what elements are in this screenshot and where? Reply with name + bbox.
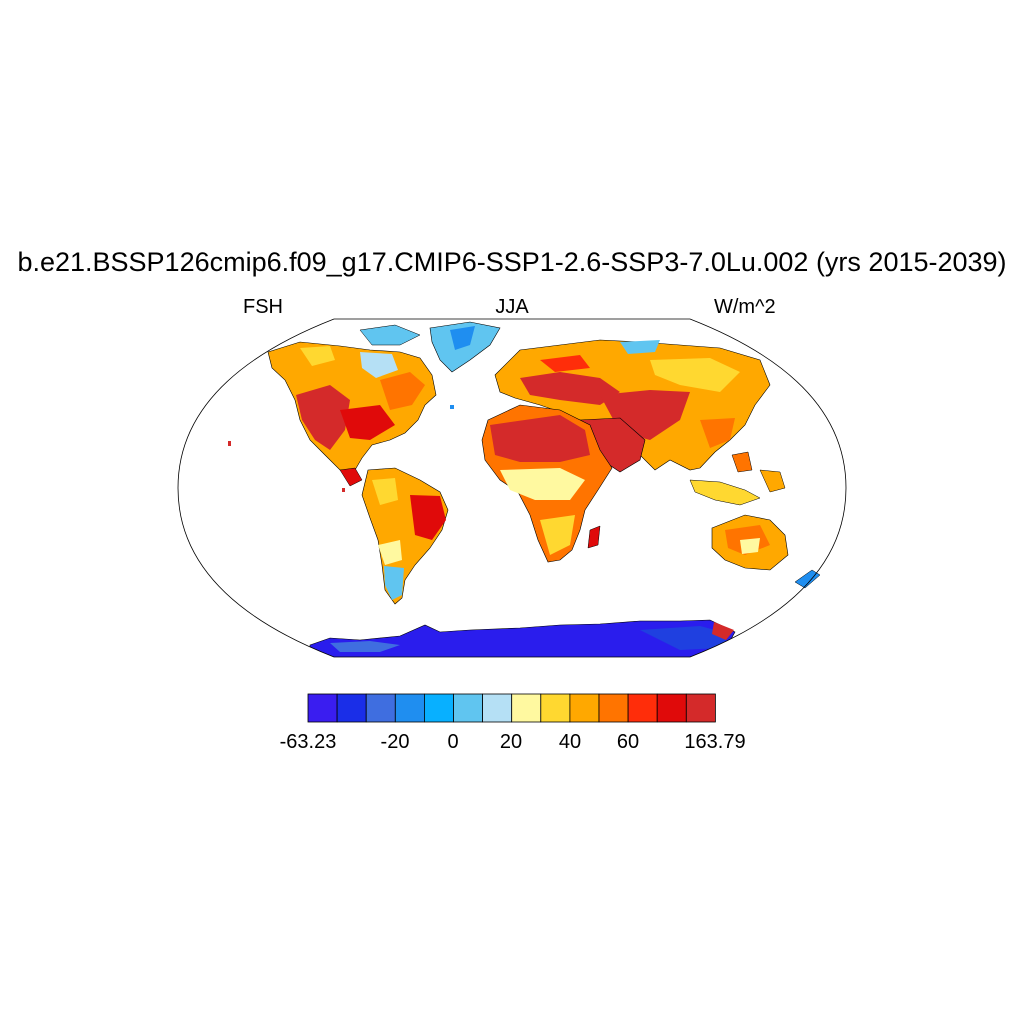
colorbar-swatch	[540, 693, 571, 723]
region-southeast-asia	[689, 451, 786, 506]
colorbar-swatch	[453, 693, 484, 723]
colorbar-tick-label: 40	[558, 731, 582, 753]
small-islands	[228, 405, 454, 492]
region-africa	[481, 404, 613, 563]
colorbar-swatch	[423, 693, 454, 723]
season-label: JJA	[495, 296, 529, 318]
map-boundary	[177, 318, 847, 658]
colorbar	[307, 693, 716, 723]
variable-label: FSH	[243, 296, 283, 318]
colorbar-swatch	[307, 693, 338, 723]
region-australia	[711, 514, 821, 589]
colorbar-swatch	[511, 693, 542, 723]
colorbar-swatch	[394, 693, 425, 723]
region-south-america	[361, 467, 449, 605]
colorbar-tick-label: 0	[447, 731, 459, 753]
colorbar-swatch	[685, 693, 716, 723]
colorbar-tick-label: 60	[616, 731, 640, 753]
colorbar-swatch	[627, 693, 658, 723]
colorbar-tick-label: 20	[499, 731, 523, 753]
colorbar-tick-label: -63.23	[279, 731, 337, 753]
colorbar-swatch	[336, 693, 367, 723]
colorbar-swatch	[482, 693, 513, 723]
colorbar-tick-label: 163.79	[684, 731, 746, 753]
colorbar-swatch	[656, 693, 687, 723]
region-north-america	[267, 341, 437, 487]
colorbar-swatch	[365, 693, 396, 723]
region-greenland	[359, 321, 501, 373]
region-antarctica	[309, 619, 736, 657]
units-label: W/m^2	[714, 296, 776, 318]
region-eurasia	[494, 339, 771, 471]
plot-title: b.e21.BSSP126cmip6.f09_g17.CMIP6-SSP1-2.…	[17, 247, 1007, 277]
colorbar-swatch	[569, 693, 600, 723]
colorbar-tick-label: -20	[380, 731, 410, 753]
colorbar-swatch	[598, 693, 629, 723]
